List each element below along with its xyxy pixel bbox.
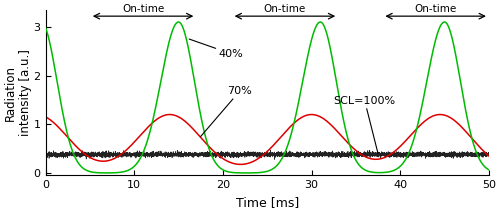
X-axis label: Time [ms]: Time [ms]	[236, 196, 299, 209]
Y-axis label: Radiation
intensity [a.u.]: Radiation intensity [a.u.]	[4, 49, 32, 136]
Text: SCL=100%: SCL=100%	[334, 96, 396, 154]
Text: 40%: 40%	[189, 39, 243, 59]
Text: On-time: On-time	[264, 4, 306, 14]
Text: On-time: On-time	[414, 4, 457, 14]
Text: 70%: 70%	[200, 86, 252, 137]
Text: On-time: On-time	[122, 4, 164, 14]
